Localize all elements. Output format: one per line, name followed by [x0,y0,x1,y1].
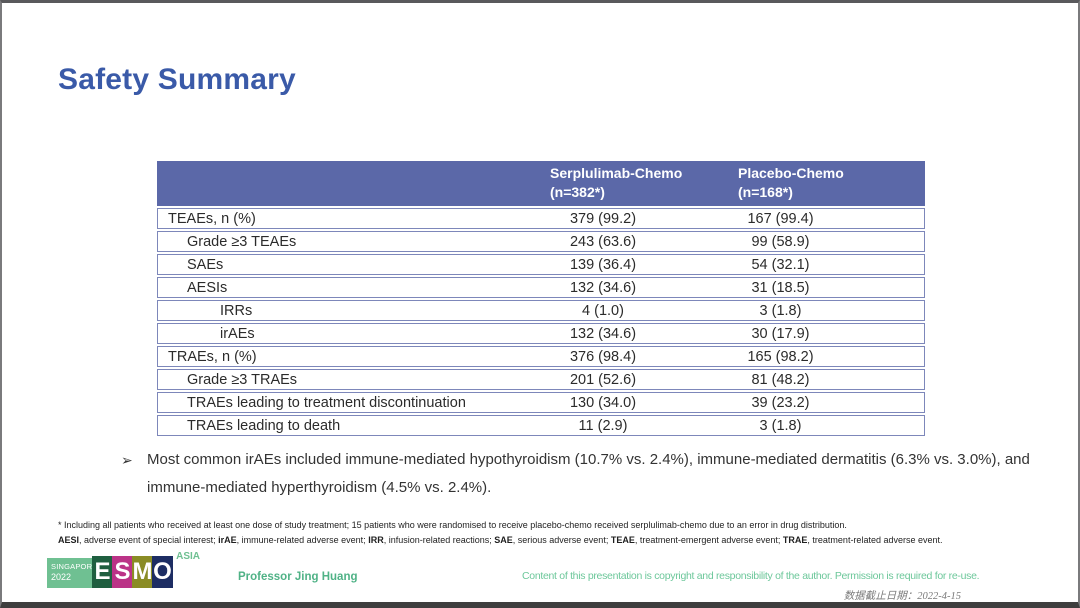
serplulimab-value: 139 (36.4) [569,256,637,273]
row-label: irAEs [220,325,255,342]
bullet-arrow-icon: ➢ [121,452,133,468]
table-row: TEAEs, n (%) 379 (99.2) 167 (99.4) [157,208,925,229]
footnote-abbreviations: AESI, adverse event of special interest;… [58,535,943,545]
row-label: IRRs [220,302,253,319]
row-label: AESIs [187,279,228,296]
page-title: Safety Summary [58,63,296,96]
row-label: SAEs [187,256,224,273]
row-label: TRAEs, n (%) [168,348,257,365]
table-header-row: Serplulimab-Chemo (n=382*) Placebo-Chemo… [157,161,925,206]
copyright-notice: Content of this presentation is copyrigh… [522,570,980,582]
row-label: Grade ≥3 TRAEs [187,371,298,388]
esmo-wordmark: E S M O ASIA [92,551,200,588]
table-row: TRAEs leading to treatment discontinuati… [157,392,925,413]
logo-region: ASIA [176,551,200,562]
placebo-value: 31 (18.5) [751,279,810,296]
placebo-value: 3 (1.8) [759,417,802,434]
serplulimab-value: 132 (34.6) [569,325,637,342]
header-serplulimab-chemo: Serplulimab-Chemo (n=382*) [508,164,698,202]
bullet-text: Most common irAEs included immune-mediat… [147,451,1030,496]
header-line: Placebo-Chemo [738,165,844,181]
placebo-value: 165 (98.2) [747,348,814,365]
key-finding-bullet: ➢ Most common irAEs included immune-medi… [121,446,1045,502]
serplulimab-value: 243 (63.6) [569,233,637,250]
serplulimab-value: 379 (99.2) [569,210,637,227]
presenter-name: Professor Jing Huang [238,571,358,583]
header-line: (n=382*) [550,184,605,200]
header-spacer [863,164,924,202]
esmo-letter-o: O [152,556,173,588]
logo-year: 2022 [51,572,72,582]
table-row: AESIs 132 (34.6) 31 (18.5) [157,277,925,298]
serplulimab-value: 132 (34.6) [569,279,637,296]
row-label: TRAEs leading to treatment discontinuati… [187,394,466,411]
placebo-value: 3 (1.8) [759,302,802,319]
esmo-asia-2022-logo: SINGAPORE 2022 E S M O ASIA [47,551,200,588]
header-placebo-chemo: Placebo-Chemo (n=168*) [698,164,863,202]
placebo-value: 167 (99.4) [747,210,814,227]
header-line: Serplulimab-Chemo [550,165,683,181]
header-empty-cell [158,164,508,202]
serplulimab-value: 11 (2.9) [578,417,628,434]
data-cutoff-date: 数据截止日期：2022-4-15 [843,591,961,602]
safety-summary-table: Serplulimab-Chemo (n=382*) Placebo-Chemo… [157,161,925,436]
logo-location: SINGAPORE [51,562,98,571]
table-row: Grade ≥3 TRAEs 201 (52.6) 81 (48.2) [157,369,925,390]
header-line: (n=168*) [738,184,793,200]
placebo-value: 39 (23.2) [751,394,810,411]
footnotes: * Including all patients who received at… [58,518,1063,548]
esmo-letter-e: E [92,556,113,588]
placebo-value: 99 (58.9) [751,233,810,250]
table-row: irAEs 132 (34.6) 30 (17.9) [157,323,925,344]
row-label: Grade ≥3 TEAEs [187,233,297,250]
row-label: TRAEs leading to death [187,417,341,434]
serplulimab-value: 376 (98.4) [569,348,637,365]
placebo-value: 30 (17.9) [751,325,810,342]
placebo-value: 54 (32.1) [751,256,810,273]
row-label: TEAEs, n (%) [168,210,256,227]
table-row: TRAEs, n (%) 376 (98.4) 165 (98.2) [157,346,925,367]
table-row: Grade ≥3 TEAEs 243 (63.6) 99 (58.9) [157,231,925,252]
esmo-letter-s: S [112,556,133,588]
serplulimab-value: 4 (1.0) [582,302,624,319]
table-row: IRRs 4 (1.0) 3 (1.8) [157,300,925,321]
serplulimab-value: 201 (52.6) [569,371,637,388]
footnote-inclusion: * Including all patients who received at… [58,520,847,530]
singapore-2022-badge: SINGAPORE 2022 [47,558,98,588]
placebo-value: 81 (48.2) [751,371,810,388]
table-row: SAEs 139 (36.4) 54 (32.1) [157,254,925,275]
esmo-letter-m: M [132,556,153,588]
table-row: TRAEs leading to death 11 (2.9) 3 (1.8) [157,415,925,436]
serplulimab-value: 130 (34.0) [569,394,637,411]
